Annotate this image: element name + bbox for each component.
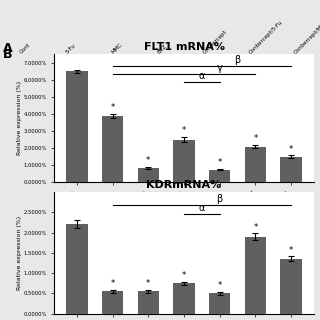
Bar xyxy=(173,283,195,314)
Bar xyxy=(245,236,266,314)
Text: A: A xyxy=(3,42,13,55)
Bar xyxy=(102,291,123,314)
Title: KDRmRNA%: KDRmRNA% xyxy=(146,180,222,190)
Bar xyxy=(66,71,88,182)
Bar xyxy=(173,140,195,182)
Text: γ: γ xyxy=(217,63,223,73)
Text: *: * xyxy=(110,279,115,288)
Text: Conbercept/5-Fu: Conbercept/5-Fu xyxy=(248,19,284,55)
Text: *: * xyxy=(253,223,258,232)
Bar xyxy=(245,147,266,182)
Bar xyxy=(138,291,159,314)
Text: α: α xyxy=(199,71,205,81)
Text: BVZ: BVZ xyxy=(156,44,168,55)
Bar xyxy=(209,170,230,182)
Text: *: * xyxy=(218,158,222,167)
Text: *: * xyxy=(289,145,293,154)
Bar xyxy=(209,293,230,314)
Text: *: * xyxy=(253,134,258,143)
Y-axis label: Relative expression (%): Relative expression (%) xyxy=(17,216,22,290)
Y-axis label: Relative expression (%): Relative expression (%) xyxy=(17,81,22,156)
Text: *: * xyxy=(182,271,186,280)
Text: *: * xyxy=(218,281,222,290)
Text: *: * xyxy=(146,279,150,288)
Text: Conbercept: Conbercept xyxy=(202,29,228,55)
Bar xyxy=(280,259,302,314)
Text: Cont: Cont xyxy=(19,42,32,55)
Text: α: α xyxy=(199,203,205,213)
Text: *: * xyxy=(110,103,115,112)
Text: β: β xyxy=(235,55,241,66)
Text: *: * xyxy=(146,156,150,165)
Text: *: * xyxy=(289,246,293,255)
Text: MMC: MMC xyxy=(111,42,124,55)
Bar xyxy=(138,168,159,182)
Title: FLT1 mRNA%: FLT1 mRNA% xyxy=(143,42,225,52)
Bar xyxy=(66,224,88,314)
Bar xyxy=(102,116,123,182)
Text: Conbercept/MMC: Conbercept/MMC xyxy=(294,18,320,55)
Text: β: β xyxy=(217,194,223,204)
Bar xyxy=(280,157,302,182)
Text: B: B xyxy=(3,48,13,60)
Text: *: * xyxy=(182,126,186,135)
Text: 5-Fu: 5-Fu xyxy=(65,43,77,55)
